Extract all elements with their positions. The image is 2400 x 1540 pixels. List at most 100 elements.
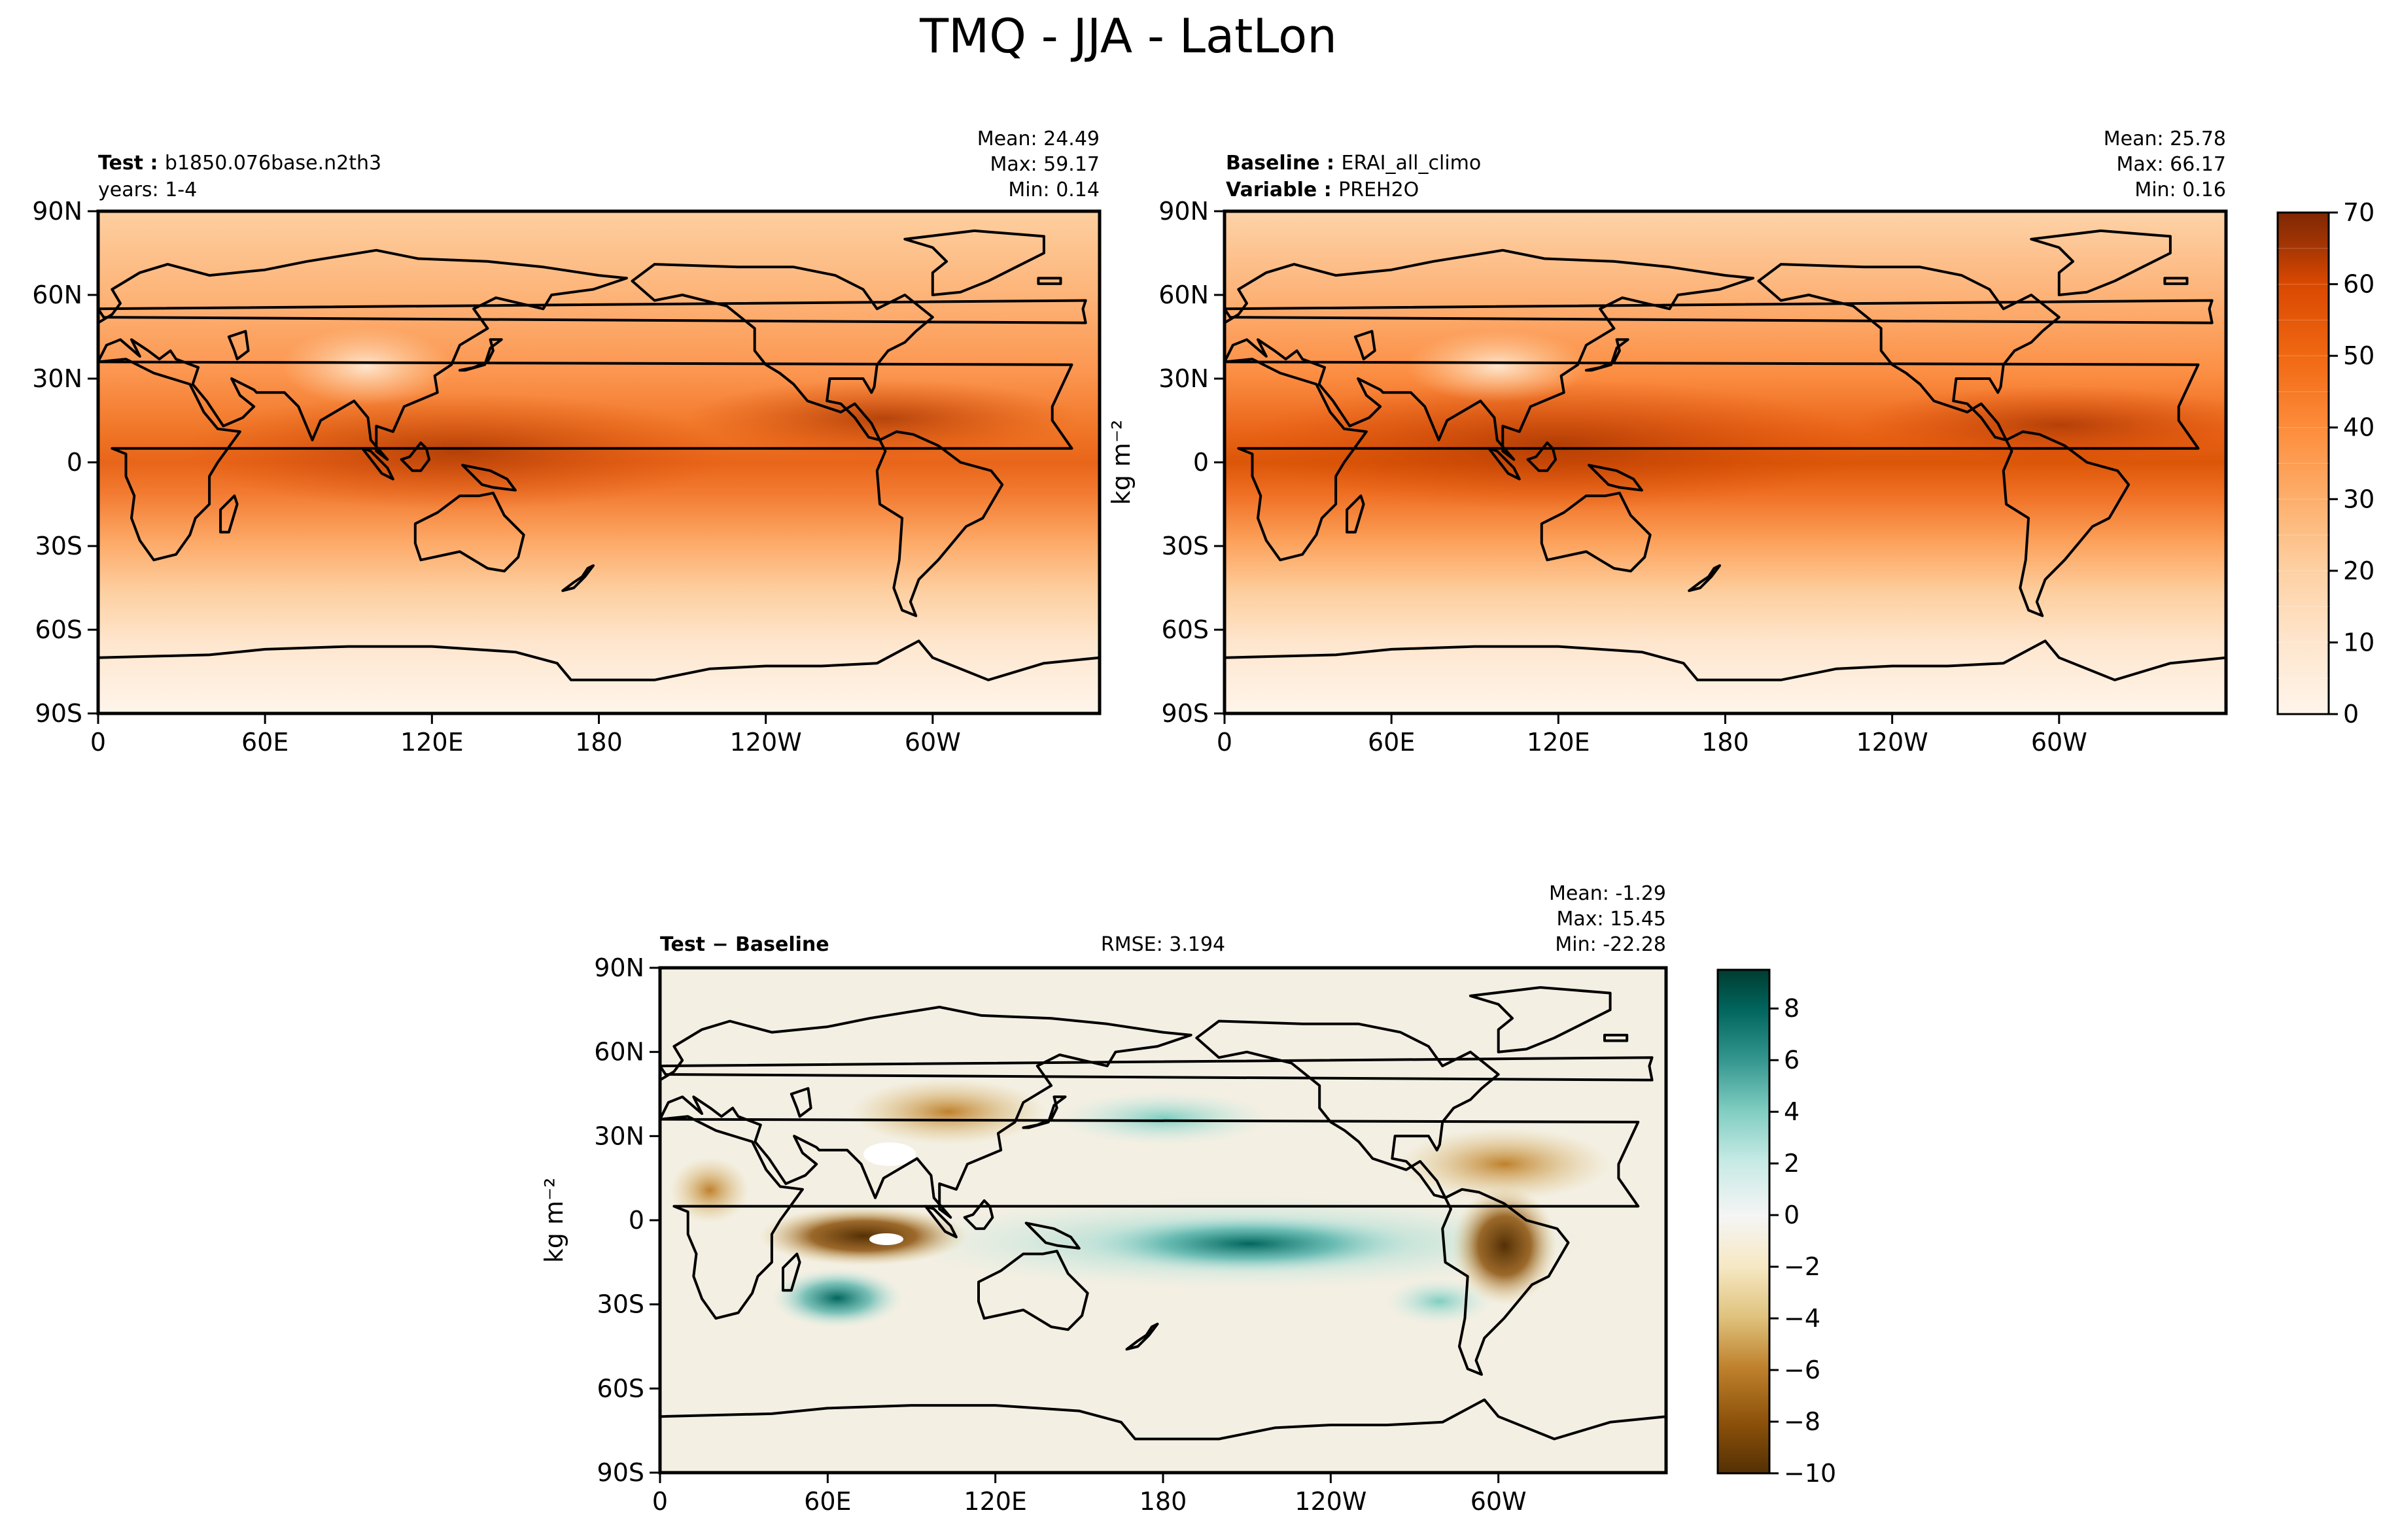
y-ticks-test: 90N 60N 30N 0 30S 60S 90S (32, 197, 98, 728)
coastline-sumatra (924, 1205, 958, 1239)
x-tick-label: 60E (804, 1487, 851, 1516)
diff-missing-tibet (863, 1142, 916, 1166)
x-tick-label: 0 (652, 1487, 668, 1516)
colorbar-brbg-ticks: 8 6 4 2 0 −2 −4 −6 −8 −10 (1769, 994, 1836, 1488)
coastline-japan (1022, 1095, 1067, 1129)
coastline-eurasia (98, 248, 628, 461)
y-tick-label: 60S (597, 1374, 644, 1403)
tibet-dry-baseline (1406, 330, 1590, 402)
colorbar-test-baseline: 0 10 20 30 40 50 60 70 kg m⁻² (1107, 198, 2374, 728)
baseline-name-colon: : (1320, 152, 1342, 175)
x-tick-label: 60W (1470, 1487, 1527, 1516)
diff-missing-ocean (869, 1233, 903, 1245)
diff-teal-indian-ocean (772, 1269, 903, 1327)
coastline-caspian (1353, 330, 1376, 361)
coastline-madagascar (782, 1252, 801, 1292)
coastline-greenland (2030, 229, 2172, 296)
x-tick-label: 60W (905, 728, 961, 757)
x-ticks-test: 0 60E 120E 180 120W 60W (90, 713, 961, 757)
colorbar-brbg (1716, 968, 1771, 1475)
figure-title: TMQ - JJA - LatLon (919, 9, 1337, 63)
test-min: Min: 0.14 (1008, 179, 1100, 201)
y-tick-label: 30S (1162, 532, 1209, 560)
x-tick-label: 120W (1856, 728, 1928, 757)
baseline-min: Min: 0.16 (2134, 179, 2226, 201)
x-tick-label: 120W (1295, 1487, 1366, 1516)
coastline-newzealand (1125, 1322, 1159, 1351)
colorbar-tick-label: 50 (2343, 341, 2374, 370)
y-tick-label: 90N (32, 197, 82, 226)
x-tick-label: 0 (90, 728, 106, 757)
diff-mean: Mean: -1.29 (1549, 882, 1666, 905)
diff-brown-indian-ocean (759, 1206, 968, 1265)
y-tick-label: 90S (35, 699, 82, 728)
diff-min: Min: -22.28 (1555, 933, 1666, 956)
diff-tan-atlantic (1400, 1128, 1609, 1200)
test-name-value: b1850.076base.n2th3 (165, 152, 381, 175)
coastline-japan (458, 338, 503, 372)
y-tick-label: 0 (629, 1206, 644, 1235)
coastline-africa (660, 1115, 1640, 1320)
y-tick-label: 60S (35, 615, 82, 644)
coastline-antarctica (98, 640, 1100, 681)
coastline-madagascar (1346, 494, 1365, 534)
coastline-caspian (790, 1087, 812, 1118)
baseline-name-label: Baseline (1226, 152, 1320, 175)
coastline-australia (1540, 491, 1652, 573)
coastline-borneo (963, 1199, 994, 1230)
diff-ylabel: kg m⁻² (540, 1178, 568, 1263)
warm-pool-test (183, 392, 733, 510)
x-tick-label: 60E (1368, 728, 1415, 757)
y-tick-label: 30N (1158, 364, 1209, 393)
panel-test: 0 60E 120E 180 120W 60W 90N 60N 30N 0 30S 60S 90S T… (32, 128, 1102, 757)
x-tick-label: 60W (2031, 728, 2087, 757)
x-tick-label: 120E (1527, 728, 1590, 757)
coastline-australia (413, 491, 525, 573)
coastline-antarctica (660, 1398, 1666, 1441)
test-name-line: Test : b1850.076base.n2th3 (98, 152, 381, 175)
coastline-southamerica (2002, 430, 2130, 617)
baseline-mean: Mean: 25.78 (2104, 128, 2226, 150)
colorbar-oranges-ticks: 0 10 20 30 40 50 60 70 (2278, 198, 2374, 728)
coastline-uk (1225, 299, 2214, 324)
coastline-newguinea (1024, 1222, 1081, 1250)
coastline-greenland (1469, 986, 1612, 1053)
coastline-sumatra (1487, 447, 1521, 481)
y-tick-label: 30N (594, 1121, 644, 1150)
coastline-newzealand (561, 564, 595, 592)
test-name-colon: : (143, 152, 165, 175)
y-tick-label: 60N (1158, 281, 1209, 309)
y-tick-label: 30N (32, 364, 82, 393)
coastline-newguinea (461, 464, 517, 492)
colorbar-tick-label: 0 (1784, 1201, 1800, 1229)
coastline-southamerica (875, 430, 1004, 617)
coastline-antarctica (1225, 640, 2226, 681)
coastline-greenland (903, 229, 1045, 296)
coastline-iceland (1603, 1033, 1629, 1042)
x-tick-label: 120E (964, 1487, 1027, 1516)
tibet-dry-test (281, 327, 451, 405)
colorbar-tick-label: −10 (1784, 1459, 1836, 1488)
x-tick-label: 180 (1139, 1487, 1187, 1516)
y-tick-label: 90S (597, 1458, 644, 1487)
colorbar-tick-label: −2 (1784, 1252, 1820, 1281)
test-mean: Mean: 24.49 (977, 128, 1100, 150)
coastline-newguinea (1588, 464, 1643, 492)
baseline-name-line: Baseline : ERAI_all_climo (1226, 152, 1481, 175)
y-ticks-baseline: 90N 60N 30N 0 30S 60S 90S (1158, 197, 1225, 728)
baseline-variable-line: Variable : PREH2O (1226, 179, 1419, 201)
coastline-iceland (1037, 277, 1062, 285)
colorbar-tick-label: −8 (1784, 1407, 1820, 1436)
colorbar-oranges-label: kg m⁻² (1107, 420, 1136, 505)
coastline-eurasia (1225, 248, 1754, 461)
colorbar-tick-label: 2 (1784, 1149, 1800, 1178)
coastline-borneo (1526, 441, 1557, 472)
baseline-variable-label: Variable (1226, 179, 1317, 201)
coastlines-baseline (1225, 229, 2226, 681)
y-tick-label: 0 (67, 448, 82, 477)
y-tick-label: 60S (1162, 615, 1209, 644)
y-tick-label: 0 (1193, 448, 1209, 477)
itcz-baseline (1851, 386, 2226, 464)
diff-max: Max: 15.45 (1556, 908, 1666, 931)
